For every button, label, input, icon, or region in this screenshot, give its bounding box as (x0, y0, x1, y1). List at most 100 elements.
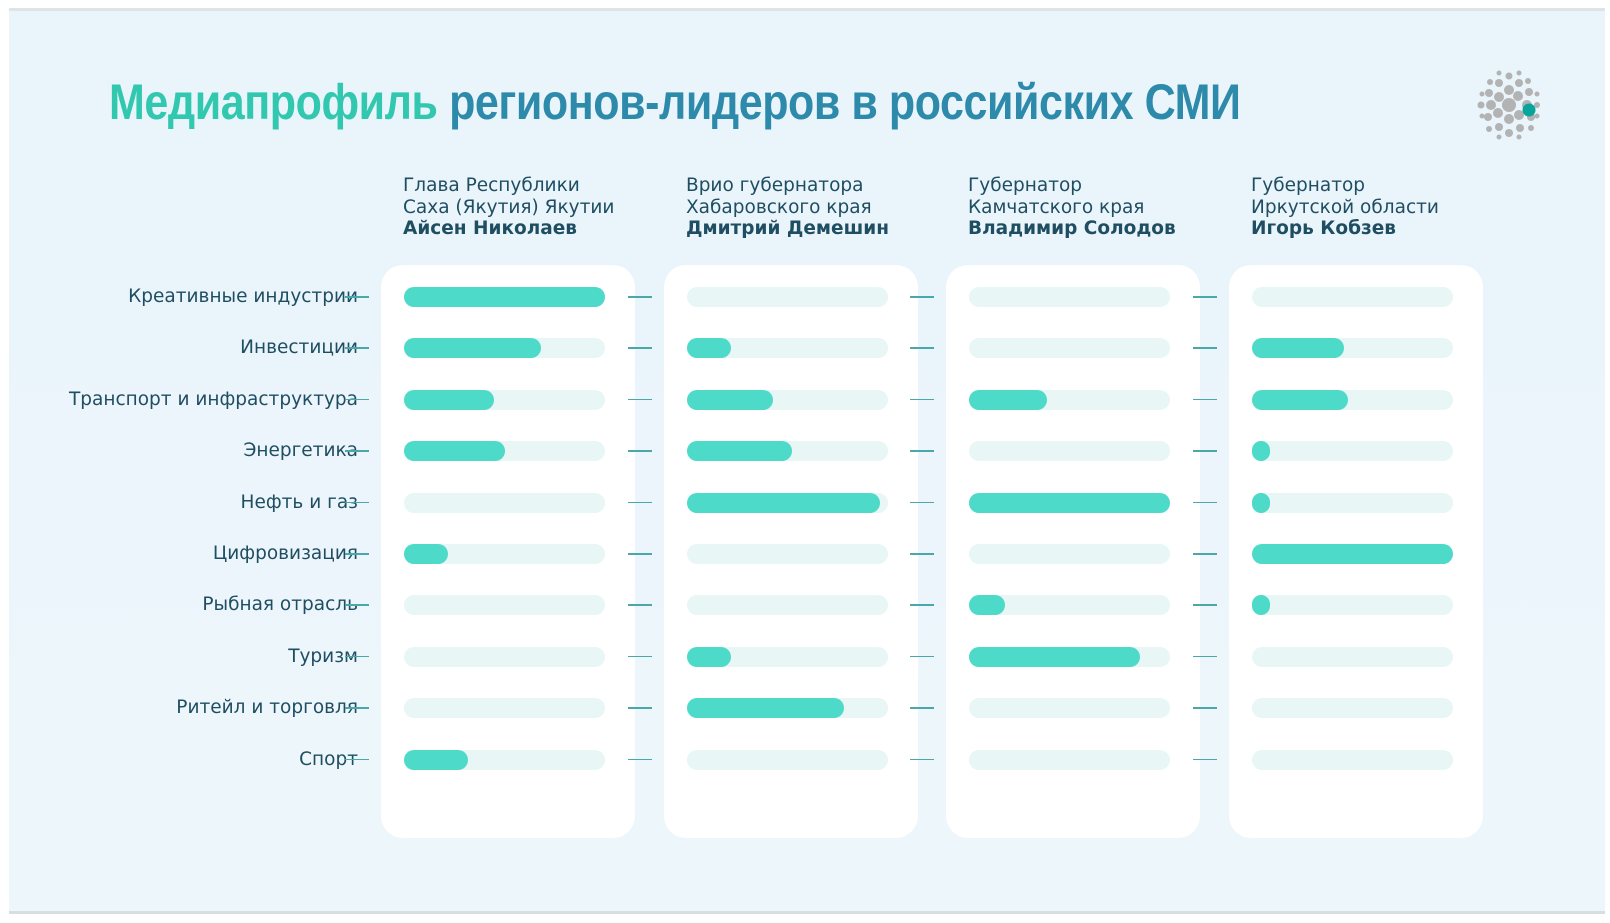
column-header: Врио губернатора Хабаровского края Дмитрий… (686, 175, 946, 240)
row-connector (910, 450, 934, 452)
bar (1252, 441, 1271, 462)
row-connector (910, 398, 934, 401)
header-role: Губернатор (968, 175, 1083, 196)
bar-track (969, 544, 1170, 564)
bar (404, 544, 449, 564)
row-connector (628, 450, 652, 452)
bar-track (969, 595, 1170, 616)
bar-track (969, 646, 1170, 667)
row-connector (1193, 450, 1217, 452)
bar-track (404, 595, 605, 616)
bar (687, 389, 774, 410)
row-connector (628, 347, 652, 349)
bar-track (687, 646, 888, 667)
row-connector (345, 707, 369, 709)
bar-track (404, 646, 605, 667)
category-label: Энергетика (243, 440, 358, 462)
bar-track (687, 287, 888, 307)
bar-track (687, 749, 888, 770)
bar-track (969, 492, 1170, 513)
bar (404, 441, 505, 462)
bar-track (1252, 749, 1453, 770)
row-connector (345, 501, 369, 504)
bar-track (404, 749, 605, 770)
category-label: Транспорт и инфраструктура (69, 388, 358, 410)
row-connector (1193, 707, 1217, 709)
header-person-name: Владимир Солодов (968, 218, 1176, 239)
bar-track (404, 698, 605, 719)
bar-track (969, 389, 1170, 410)
row-connector (1193, 296, 1217, 298)
bar (687, 441, 792, 462)
category-label: Нефть и газ (240, 491, 358, 513)
bar-track (969, 749, 1170, 770)
bar (404, 338, 541, 359)
bar (687, 492, 880, 513)
bar-track (687, 338, 888, 359)
row-connector (628, 501, 652, 504)
bar-track (404, 287, 605, 307)
bar-track (969, 441, 1170, 462)
category-label: Цифровизация (212, 543, 358, 564)
bar (404, 287, 605, 307)
row-connector (1193, 604, 1217, 606)
bar (1252, 544, 1453, 564)
row-connector (910, 501, 934, 504)
row-connector (1193, 398, 1217, 401)
row-connector (1193, 758, 1217, 761)
bar-track (687, 492, 888, 513)
title-highlight: Медиапрофиль (109, 74, 438, 130)
row-connector (628, 296, 652, 298)
bar-track (1252, 389, 1453, 410)
bar-track (404, 544, 605, 564)
header-role: Глава Республики (403, 175, 580, 196)
row-connector (910, 655, 934, 658)
row-connector (345, 553, 369, 555)
bar (687, 698, 844, 719)
bar (404, 749, 469, 770)
bar-track (969, 698, 1170, 719)
category-label: Креативные индустрии (128, 286, 358, 307)
page-title: Медиапрофиль регионов-лидеров в российск… (109, 73, 1241, 131)
bar-track (687, 698, 888, 719)
row-connector (910, 604, 934, 606)
row-connector (628, 655, 652, 658)
bar-track (969, 287, 1170, 307)
bar-track (687, 544, 888, 564)
bar-track (1252, 595, 1453, 616)
row-connector (1193, 553, 1217, 555)
row-connector (1193, 347, 1217, 349)
header-region: Саха (Якутия) Якутии (403, 196, 615, 218)
bar (969, 595, 1006, 616)
bar (404, 389, 495, 410)
bar (1252, 492, 1271, 513)
header-region: Хабаровского края (686, 196, 872, 218)
category-label: Туризм (288, 645, 358, 667)
bar-track (687, 595, 888, 616)
bar-track (1252, 492, 1453, 513)
bar (1252, 389, 1349, 410)
row-connector (910, 296, 934, 298)
header-person-name: Игорь Кобзев (1251, 218, 1396, 239)
row-connector (1193, 501, 1217, 504)
bar (1252, 338, 1345, 359)
bar-track (1252, 544, 1453, 564)
row-connector (910, 347, 934, 349)
row-connector (910, 707, 934, 709)
slide: Медиапрофиль регионов-лидеров в российск… (9, 8, 1605, 914)
bar (969, 389, 1048, 410)
row-connector (345, 347, 369, 349)
bar-track (404, 389, 605, 410)
header-person-name: Айсен Николаев (403, 218, 578, 239)
row-connector (345, 758, 369, 761)
row-connector (345, 398, 369, 401)
logo-icon (1477, 70, 1540, 140)
bar-track (687, 389, 888, 410)
bar-track (404, 492, 605, 513)
row-connector (628, 553, 652, 555)
category-label: Спорт (299, 748, 358, 770)
header-region: Камчатского края (968, 196, 1145, 218)
row-connector (628, 604, 652, 606)
header-role: Врио губернатора (686, 175, 864, 196)
bar-track (687, 441, 888, 462)
